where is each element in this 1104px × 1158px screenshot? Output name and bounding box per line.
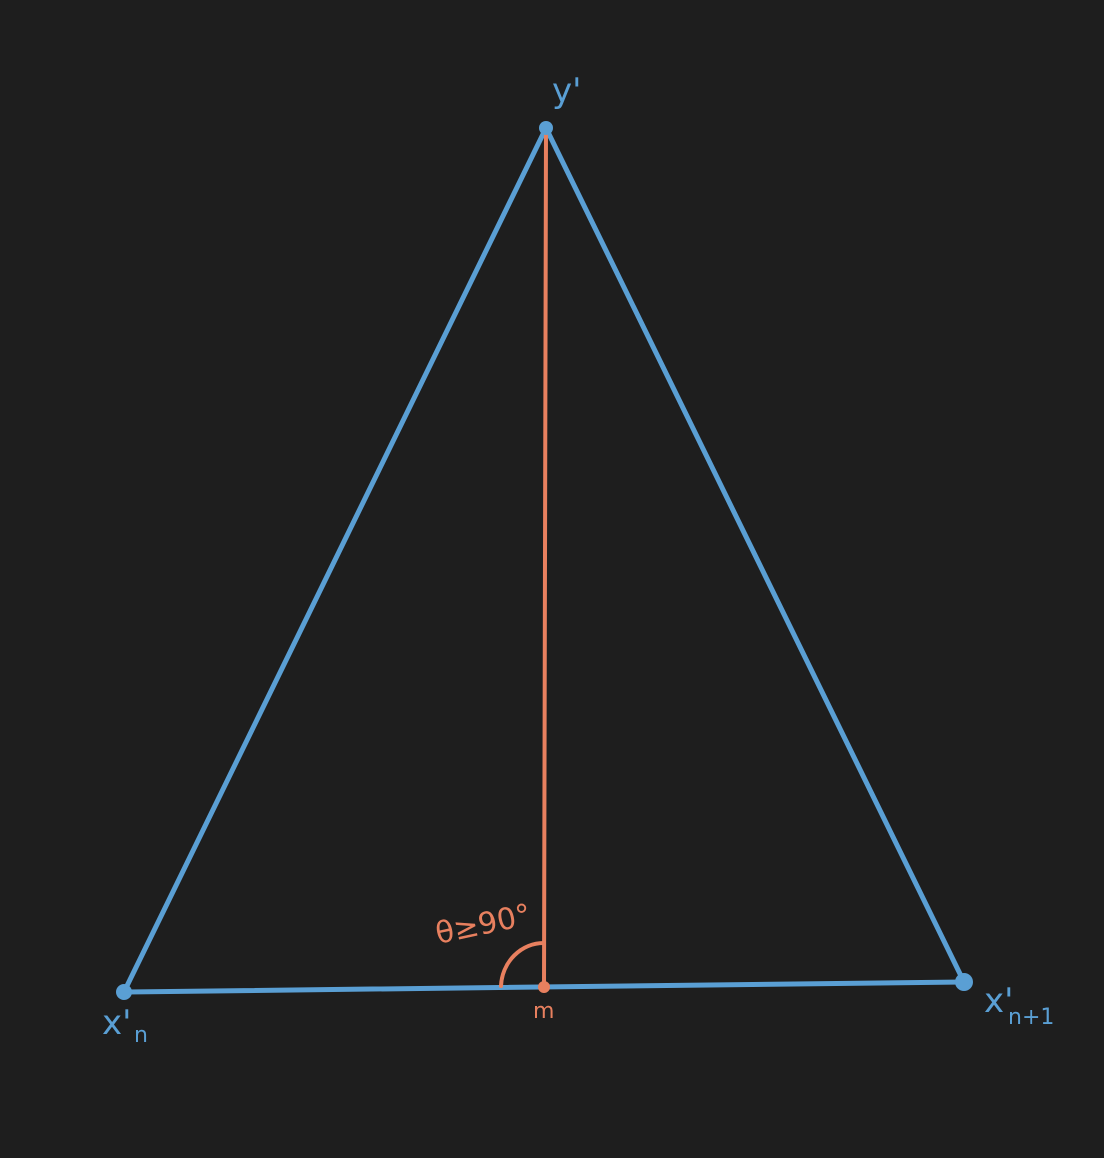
vertex-right-point (955, 973, 973, 991)
label-left-vertex-sub: n (134, 1023, 148, 1048)
label-left-vertex: x' (102, 1003, 131, 1043)
label-midpoint: m (533, 999, 554, 1024)
edge-left (121, 125, 549, 995)
vertex-left-point (116, 984, 132, 1000)
label-right-vertex: x' (984, 981, 1013, 1021)
midpoint-point (538, 981, 550, 993)
edge-right (543, 125, 967, 985)
angle-arc (499, 940, 546, 988)
label-angle: θ≥90° (432, 897, 534, 951)
median-line (542, 126, 548, 989)
label-right-vertex-sub: n+1 (1008, 1005, 1054, 1030)
vertex-top-point (539, 121, 553, 135)
label-top-vertex: y' (552, 71, 581, 111)
